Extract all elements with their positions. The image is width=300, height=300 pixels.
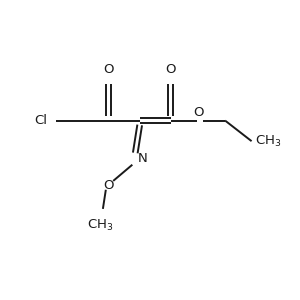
Text: O: O (165, 63, 176, 76)
Text: O: O (103, 179, 114, 192)
Text: CH$_3$: CH$_3$ (254, 134, 281, 149)
Text: O: O (193, 106, 204, 119)
Text: O: O (103, 63, 114, 76)
Text: CH$_3$: CH$_3$ (87, 218, 113, 233)
Text: N: N (138, 152, 148, 165)
Text: Cl: Cl (34, 114, 47, 127)
